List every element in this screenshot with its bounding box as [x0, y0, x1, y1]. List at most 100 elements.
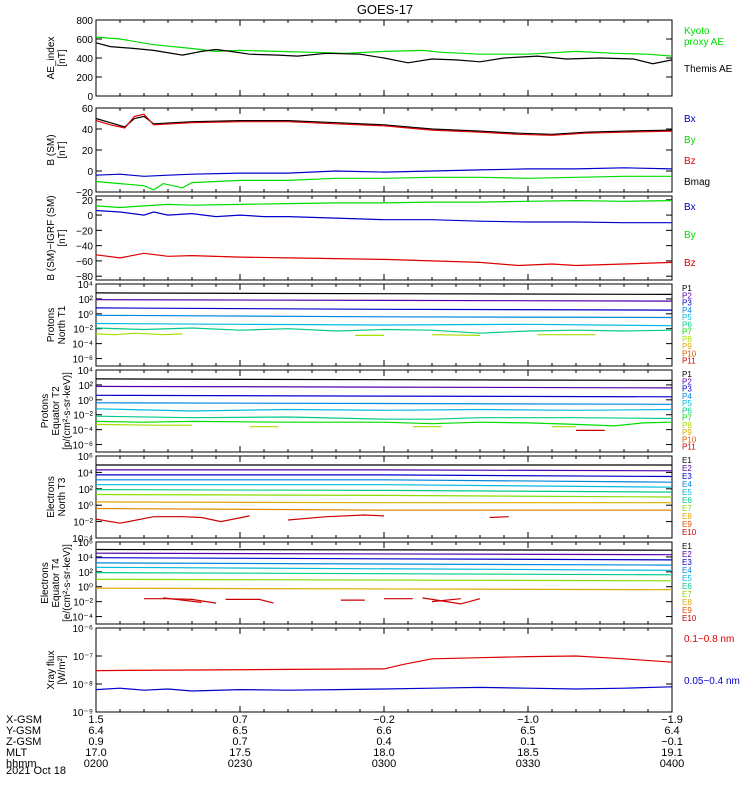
- ephemeris-value: −0.2: [373, 714, 395, 726]
- y-axis-label: Protons: [40, 394, 51, 428]
- ephemeris-value: 6.5: [520, 725, 535, 737]
- ephemeris-value: 17.5: [229, 747, 250, 759]
- legend-entry: P1: [682, 284, 692, 293]
- series-line: [95, 501, 672, 504]
- ephemeris-value: 0.1: [520, 736, 535, 748]
- y-tick-label: 10⁻⁴: [72, 534, 93, 545]
- legend-entry: By: [684, 135, 696, 146]
- series-line: [431, 598, 461, 603]
- series-line: [95, 327, 673, 334]
- panel-2: −20 0 20 40 60 B (SM) [nT] Bx By Bz Bmag: [46, 104, 710, 199]
- legend-entry: P11: [682, 357, 696, 366]
- legend-entry: P2: [682, 377, 692, 386]
- ephemeris-value: 0.7: [232, 714, 247, 726]
- y-tick-label: 0: [87, 167, 93, 178]
- legend-entry: E7: [682, 590, 692, 599]
- y-tick-label: 0: [87, 211, 93, 222]
- legend-entry: E6: [682, 496, 692, 505]
- legend-entry: P8: [682, 335, 692, 344]
- legend-entry: P1: [682, 370, 692, 379]
- legend-entry: By: [684, 230, 696, 241]
- y-tick-label: 10⁶: [78, 538, 93, 549]
- ephemeris-value: 0330: [516, 758, 540, 770]
- y-tick-label: 10⁴: [78, 280, 93, 291]
- y-axis-label: North T1: [57, 305, 68, 344]
- legend-entry: E10: [682, 528, 697, 537]
- ephemeris-value: 1.5: [88, 714, 103, 726]
- y-axis-label: Electrons: [40, 562, 51, 604]
- series-line: [225, 598, 274, 604]
- panel-5: 10⁴ 10² 10⁰ 10⁻² 10⁻⁴ 10⁻⁶ Protons Equator T2 [p…: [40, 366, 697, 453]
- y-tick-label: 10⁻⁸: [72, 680, 93, 691]
- series-line: [96, 469, 673, 472]
- panel-3: −80 −60 −40 −20 0 20 B (SM)−IGRF (SM) [nT] Bx By B…: [46, 195, 696, 283]
- panel-4: 10⁴ 10² 10⁰ 10⁻² 10⁻⁴ 10⁻⁶ Protons North T1 P1P2…: [46, 280, 697, 367]
- legend-entry: E10: [682, 614, 697, 623]
- legend-entry: P6: [682, 406, 692, 415]
- legend-entry: 0.1−0.8 nm: [684, 634, 734, 645]
- legend-entry: E9: [682, 520, 692, 529]
- series-line: [95, 394, 673, 398]
- y-tick-label: 10⁻⁶: [72, 355, 93, 366]
- series-line: [95, 199, 673, 209]
- legend-entry: E3: [682, 472, 692, 481]
- ephemeris-row-label: X-GSM: [6, 714, 42, 726]
- legend-entry: E8: [682, 512, 692, 521]
- series-line: [163, 597, 202, 603]
- y-tick-label: 10⁻²: [73, 518, 93, 529]
- legend-entry: E4: [682, 480, 692, 489]
- series-line: [95, 42, 673, 65]
- ephemeris-value: 6.4: [88, 725, 103, 737]
- ephemeris-row-label: Y-GSM: [6, 725, 41, 737]
- y-tick-label: −60: [76, 257, 93, 268]
- y-tick-label: 10⁻²: [73, 598, 93, 609]
- series-line: [95, 115, 673, 135]
- series-line: [95, 385, 673, 389]
- y-tick-label: 10⁻⁴: [72, 340, 93, 351]
- series-line: [95, 408, 673, 412]
- y-tick-label: 200: [76, 73, 93, 84]
- y-tick-label: 10⁻²: [73, 411, 93, 422]
- ephemeris-value: 0.9: [88, 736, 103, 748]
- series-line: [95, 552, 673, 556]
- ephemeris-value: 6.4: [664, 725, 679, 737]
- y-tick-label: 600: [76, 35, 93, 46]
- y-axis-label: [W/m²]: [57, 655, 68, 685]
- series-line: [431, 334, 481, 336]
- y-tick-label: 10⁻⁴: [72, 613, 93, 624]
- legend-entry: E5: [682, 488, 692, 497]
- ephemeris-value: 6.6: [376, 725, 391, 737]
- ephemeris-value: 0.7: [232, 736, 247, 748]
- series-line: [95, 571, 673, 576]
- series-line: [95, 314, 673, 319]
- ephemeris-value: 0400: [660, 758, 684, 770]
- series-line: [95, 307, 673, 311]
- legend-entry: P3: [682, 299, 692, 308]
- ephemeris-value: −1.0: [517, 714, 539, 726]
- legend-entry: P11: [682, 443, 696, 452]
- series-line: [96, 479, 673, 483]
- series-line: [95, 557, 673, 561]
- ephemeris-row-label: Z-GSM: [6, 736, 41, 748]
- panel-frame: [95, 107, 673, 193]
- panel-frame: [95, 195, 673, 281]
- legend-entry: P3: [682, 385, 692, 394]
- y-tick-label: 10⁴: [78, 553, 93, 564]
- legend-entry: E3: [682, 558, 692, 567]
- y-axis-label: AE_index: [46, 37, 57, 80]
- y-tick-label: 10²: [79, 568, 94, 579]
- ephemeris-table: X-GSMY-GSMZ-GSMMLThhmm1.56.40.917.002000…: [6, 714, 684, 770]
- series-line: [96, 484, 673, 488]
- y-tick-label: −20: [76, 226, 93, 237]
- y-axis-label: [e/(cm²-s-sr-keV)]: [62, 544, 73, 622]
- legend-entry: Bx: [684, 202, 696, 213]
- legend-entry: E2: [682, 550, 692, 559]
- y-axis-label: [nT]: [57, 229, 68, 246]
- ephemeris-value: 0300: [372, 758, 396, 770]
- legend-entry: P4: [682, 306, 692, 315]
- series-line: [489, 516, 509, 519]
- series-line: [95, 507, 672, 511]
